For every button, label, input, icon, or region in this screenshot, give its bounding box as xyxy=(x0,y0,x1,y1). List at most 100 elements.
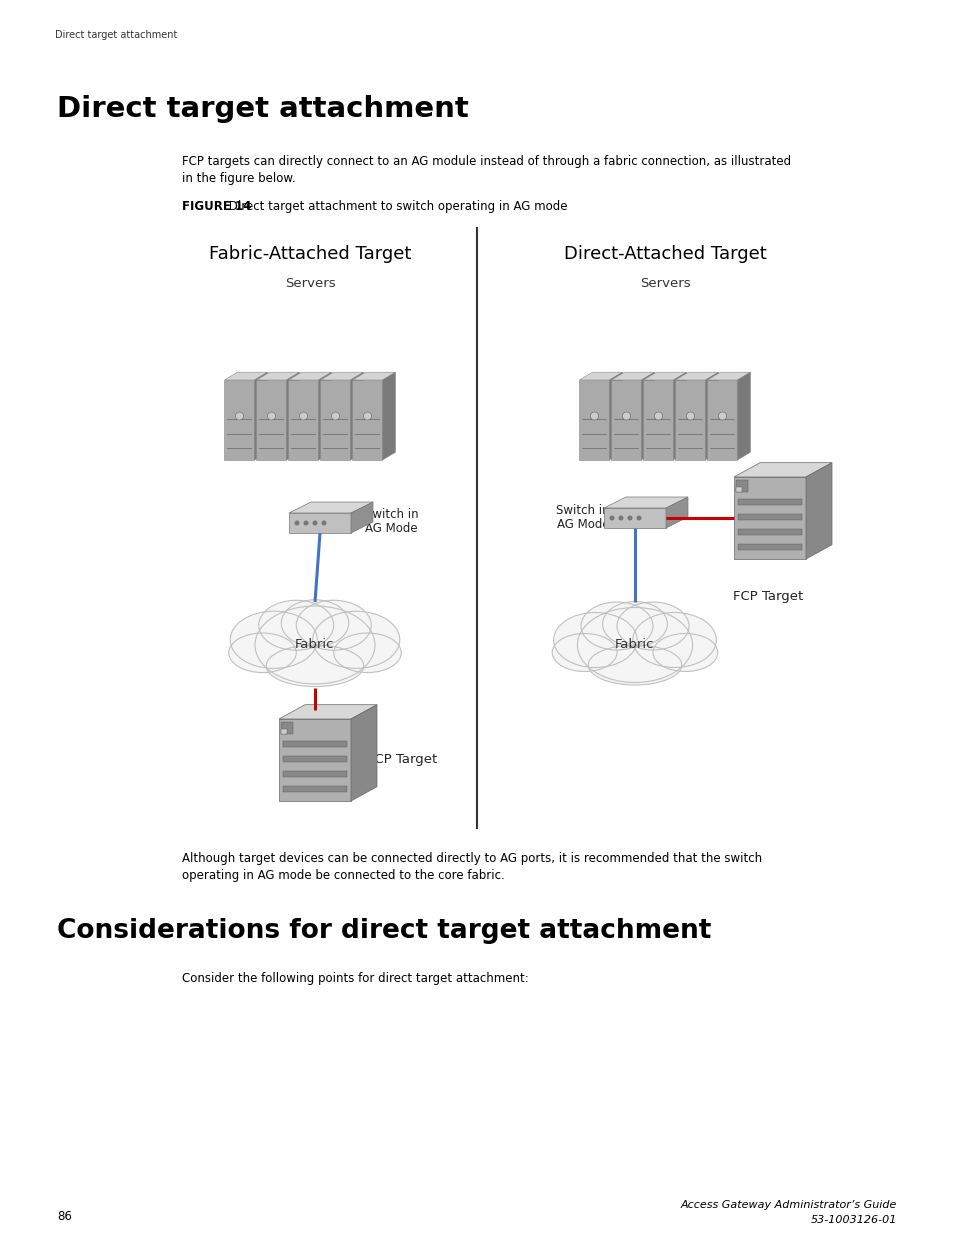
Ellipse shape xyxy=(281,600,349,647)
Circle shape xyxy=(618,515,623,520)
Polygon shape xyxy=(289,513,351,534)
Circle shape xyxy=(627,515,632,520)
Text: in the figure below.: in the figure below. xyxy=(182,172,295,185)
Bar xyxy=(281,722,293,734)
Text: Servers: Servers xyxy=(284,277,335,290)
Polygon shape xyxy=(278,705,376,719)
Text: FCP Target: FCP Target xyxy=(732,590,802,603)
Bar xyxy=(735,487,741,492)
Ellipse shape xyxy=(580,601,652,650)
Text: AG Mode: AG Mode xyxy=(557,517,609,531)
Ellipse shape xyxy=(553,613,637,667)
Bar xyxy=(738,543,801,550)
Ellipse shape xyxy=(254,606,375,684)
Circle shape xyxy=(654,412,661,420)
Polygon shape xyxy=(705,372,718,459)
Text: Direct target attachment to switch operating in AG mode: Direct target attachment to switch opera… xyxy=(225,200,567,212)
Polygon shape xyxy=(288,372,331,380)
Text: FCP Target: FCP Target xyxy=(367,753,436,767)
Bar xyxy=(735,480,747,492)
Polygon shape xyxy=(278,719,351,802)
Bar xyxy=(738,499,801,505)
Polygon shape xyxy=(352,380,382,459)
Text: operating in AG mode be connected to the core fabric.: operating in AG mode be connected to the… xyxy=(182,869,504,882)
Text: Switch in: Switch in xyxy=(365,509,418,521)
Polygon shape xyxy=(611,372,654,380)
Circle shape xyxy=(363,412,371,420)
Polygon shape xyxy=(320,380,350,459)
Polygon shape xyxy=(611,380,640,459)
Ellipse shape xyxy=(577,608,692,683)
Ellipse shape xyxy=(230,611,317,668)
Bar xyxy=(283,741,347,747)
Text: Access Gateway Administrator’s Guide: Access Gateway Administrator’s Guide xyxy=(679,1200,896,1210)
Polygon shape xyxy=(643,372,686,380)
Polygon shape xyxy=(224,372,267,380)
Bar xyxy=(738,529,801,535)
Text: Fabric: Fabric xyxy=(294,638,335,652)
Text: Consider the following points for direct target attachment:: Consider the following points for direct… xyxy=(182,972,528,986)
Polygon shape xyxy=(640,372,654,459)
Polygon shape xyxy=(737,372,750,459)
Circle shape xyxy=(267,412,275,420)
Text: FCP targets can directly connect to an AG module instead of through a fabric con: FCP targets can directly connect to an A… xyxy=(182,156,790,168)
Polygon shape xyxy=(603,496,687,508)
Polygon shape xyxy=(350,372,363,459)
Text: FIGURE 14: FIGURE 14 xyxy=(182,200,251,212)
Bar xyxy=(283,756,347,762)
Text: Direct-Attached Target: Direct-Attached Target xyxy=(563,245,765,263)
Polygon shape xyxy=(733,463,831,477)
Polygon shape xyxy=(733,477,805,559)
Circle shape xyxy=(331,412,339,420)
Ellipse shape xyxy=(334,634,401,673)
Polygon shape xyxy=(707,372,750,380)
Ellipse shape xyxy=(652,634,717,672)
Circle shape xyxy=(590,412,598,420)
Polygon shape xyxy=(665,496,687,529)
Polygon shape xyxy=(320,372,363,380)
Ellipse shape xyxy=(632,613,716,667)
Bar xyxy=(283,771,347,777)
Text: Direct target attachment: Direct target attachment xyxy=(55,30,177,40)
Circle shape xyxy=(718,412,726,420)
Polygon shape xyxy=(609,372,622,459)
Polygon shape xyxy=(288,380,318,459)
Text: AG Mode: AG Mode xyxy=(365,522,417,536)
Polygon shape xyxy=(578,372,622,380)
Ellipse shape xyxy=(296,600,371,650)
Circle shape xyxy=(321,520,326,526)
Text: Switch in: Switch in xyxy=(556,504,609,516)
Polygon shape xyxy=(352,372,395,380)
Circle shape xyxy=(299,412,307,420)
Polygon shape xyxy=(805,463,831,559)
Polygon shape xyxy=(673,372,686,459)
Bar xyxy=(281,729,287,734)
Bar xyxy=(738,514,801,520)
Circle shape xyxy=(294,520,299,526)
Ellipse shape xyxy=(313,611,399,668)
Ellipse shape xyxy=(229,634,296,673)
Ellipse shape xyxy=(552,634,617,672)
Text: Fabric: Fabric xyxy=(615,638,654,652)
Polygon shape xyxy=(603,508,665,529)
Polygon shape xyxy=(254,372,267,459)
Bar xyxy=(283,785,347,792)
Polygon shape xyxy=(578,380,609,459)
Ellipse shape xyxy=(588,645,681,685)
Text: Servers: Servers xyxy=(639,277,690,290)
Circle shape xyxy=(622,412,630,420)
Polygon shape xyxy=(351,501,373,534)
Ellipse shape xyxy=(258,600,334,650)
Polygon shape xyxy=(382,372,395,459)
Polygon shape xyxy=(707,380,737,459)
Polygon shape xyxy=(256,380,286,459)
Text: Fabric-Attached Target: Fabric-Attached Target xyxy=(209,245,411,263)
Polygon shape xyxy=(256,372,299,380)
Text: Although target devices can be connected directly to AG ports, it is recommended: Although target devices can be connected… xyxy=(182,852,761,864)
Polygon shape xyxy=(289,501,373,513)
Text: Direct target attachment: Direct target attachment xyxy=(57,95,468,124)
Polygon shape xyxy=(318,372,331,459)
Text: 86: 86 xyxy=(57,1210,71,1223)
Circle shape xyxy=(636,515,640,520)
Polygon shape xyxy=(675,380,705,459)
